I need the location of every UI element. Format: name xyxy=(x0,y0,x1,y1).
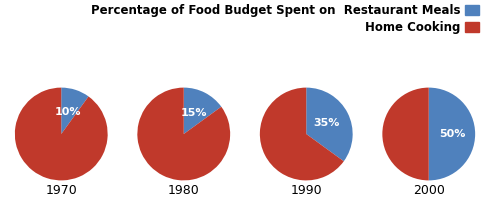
Wedge shape xyxy=(260,88,344,180)
Wedge shape xyxy=(15,88,108,180)
Wedge shape xyxy=(306,88,353,161)
Text: 1980: 1980 xyxy=(168,184,199,197)
Text: 35%: 35% xyxy=(314,118,340,128)
Legend: Percentage of Food Budget Spent on  Restaurant Meals, Home Cooking: Percentage of Food Budget Spent on Resta… xyxy=(91,4,479,34)
Text: 50%: 50% xyxy=(439,129,465,139)
Wedge shape xyxy=(382,88,429,180)
Text: 1970: 1970 xyxy=(46,184,77,197)
Wedge shape xyxy=(184,88,221,134)
Text: 10%: 10% xyxy=(55,107,82,117)
Wedge shape xyxy=(61,88,89,134)
Wedge shape xyxy=(429,88,475,180)
Wedge shape xyxy=(137,88,230,180)
Text: 1990: 1990 xyxy=(291,184,322,197)
Text: 2000: 2000 xyxy=(413,184,445,197)
Text: 15%: 15% xyxy=(181,108,208,118)
